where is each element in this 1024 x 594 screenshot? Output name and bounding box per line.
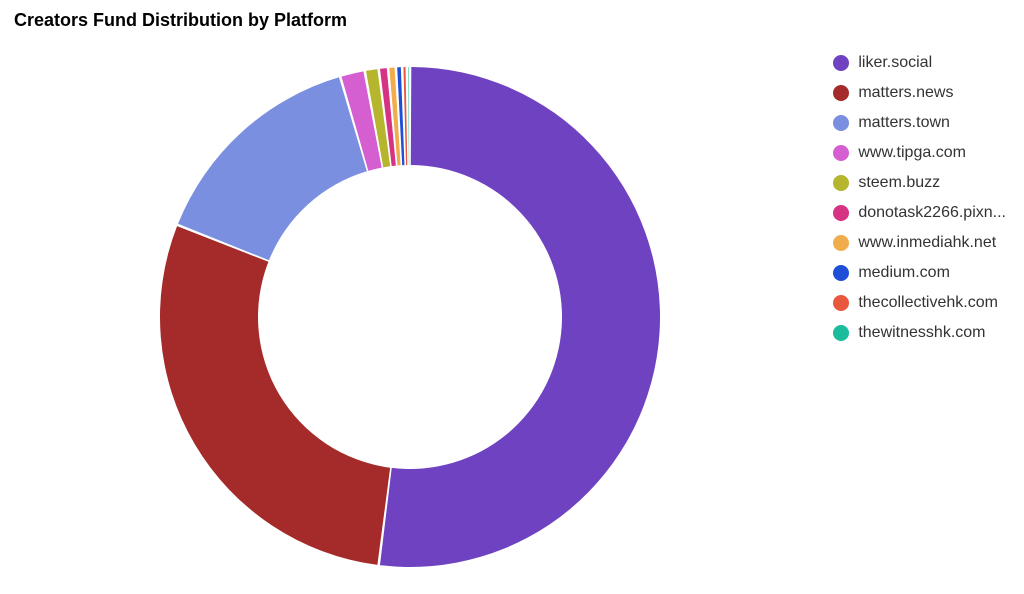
donut-slice[interactable] bbox=[403, 67, 407, 165]
legend-swatch bbox=[833, 85, 849, 101]
legend-label: www.tipga.com bbox=[858, 144, 966, 162]
legend-swatch bbox=[833, 145, 849, 161]
chart-title: Creators Fund Distribution by Platform bbox=[14, 10, 347, 31]
donut-slice[interactable] bbox=[160, 226, 390, 565]
legend-label: matters.town bbox=[858, 114, 950, 132]
legend-label: matters.news bbox=[858, 84, 953, 102]
legend-label: thecollectivehk.com bbox=[858, 294, 998, 312]
donut-slice[interactable] bbox=[380, 67, 660, 567]
donut-slice[interactable] bbox=[408, 67, 409, 165]
donut-svg bbox=[0, 40, 820, 594]
legend-label: liker.social bbox=[858, 54, 932, 72]
legend-swatch bbox=[833, 175, 849, 191]
legend-item[interactable]: thewitnesshk.com bbox=[833, 324, 1006, 342]
legend-item[interactable]: matters.news bbox=[833, 84, 1006, 102]
legend-swatch bbox=[833, 55, 849, 71]
legend-label: steem.buzz bbox=[858, 174, 940, 192]
legend-label: www.inmediahk.net bbox=[858, 234, 996, 252]
legend-item[interactable]: www.tipga.com bbox=[833, 144, 1006, 162]
legend-item[interactable]: thecollectivehk.com bbox=[833, 294, 1006, 312]
donut-chart bbox=[0, 40, 820, 594]
donut-slice[interactable] bbox=[178, 77, 367, 260]
legend-item[interactable]: medium.com bbox=[833, 264, 1006, 282]
legend-item[interactable]: donotask2266.pixn... bbox=[833, 204, 1006, 222]
legend-item[interactable]: liker.social bbox=[833, 54, 1006, 72]
legend-item[interactable]: matters.town bbox=[833, 114, 1006, 132]
legend-label: medium.com bbox=[858, 264, 950, 282]
legend-item[interactable]: www.inmediahk.net bbox=[833, 234, 1006, 252]
legend-swatch bbox=[833, 115, 849, 131]
legend-label: donotask2266.pixn... bbox=[858, 204, 1006, 222]
legend-swatch bbox=[833, 265, 849, 281]
legend-swatch bbox=[833, 295, 849, 311]
legend-item[interactable]: steem.buzz bbox=[833, 174, 1006, 192]
legend-label: thewitnesshk.com bbox=[858, 324, 985, 342]
legend-swatch bbox=[833, 205, 849, 221]
legend-swatch bbox=[833, 235, 849, 251]
legend: liker.social matters.news matters.town www.… bbox=[833, 54, 1006, 342]
legend-swatch bbox=[833, 325, 849, 341]
